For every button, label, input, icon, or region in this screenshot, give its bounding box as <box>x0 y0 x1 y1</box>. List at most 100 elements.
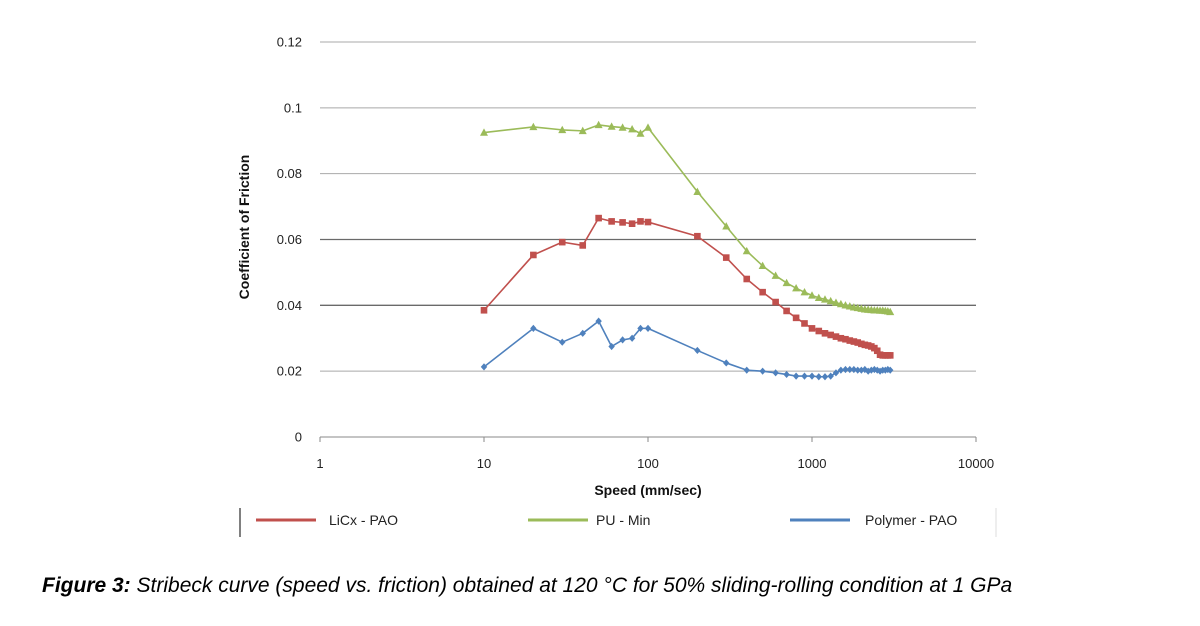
x-tick-label: 10 <box>477 456 491 471</box>
data-point <box>578 126 587 135</box>
data-point <box>594 120 603 129</box>
data-point <box>808 325 816 332</box>
legend-items: LiCx - PAO PU - Min Polymer - PAO <box>256 512 957 528</box>
series-licx-pao <box>480 214 894 359</box>
data-point <box>887 366 894 374</box>
data-point <box>827 331 834 339</box>
data-point <box>814 293 823 301</box>
data-point <box>694 232 701 240</box>
data-point <box>722 222 731 230</box>
axes <box>319 436 977 442</box>
data-point <box>530 324 537 332</box>
y-tick-label: 0.02 <box>277 364 302 379</box>
data-point <box>832 369 840 377</box>
caption-text: Stribeck curve (speed vs. friction) obta… <box>130 574 1013 597</box>
data-point <box>743 275 751 283</box>
data-point <box>619 336 626 344</box>
figure-caption: Figure 3: Stribeck curve (speed vs. fric… <box>42 574 1192 598</box>
data-point <box>743 366 750 374</box>
data-point <box>832 333 840 340</box>
data-point <box>858 340 865 348</box>
x-tick-label: 1 <box>316 456 323 471</box>
legend-label: LiCx - PAO <box>329 512 398 528</box>
legend-label: Polymer - PAO <box>865 512 957 528</box>
data-point <box>480 363 488 371</box>
series-line <box>483 320 892 378</box>
data-point <box>886 307 895 316</box>
data-point <box>637 324 644 332</box>
data-point <box>644 324 652 332</box>
data-point <box>815 327 823 335</box>
y-axis-title: Coefficient of Friction <box>236 155 252 300</box>
data-point <box>836 299 845 308</box>
data-point <box>815 373 822 381</box>
data-point <box>854 339 862 346</box>
x-tick-label: 100 <box>637 456 659 471</box>
data-point <box>771 271 780 279</box>
data-point <box>782 278 791 287</box>
data-point <box>644 218 652 226</box>
data-point <box>826 296 835 305</box>
data-point <box>759 288 766 296</box>
x-tick-label: 10000 <box>958 456 994 471</box>
data-point <box>619 219 626 226</box>
data-point <box>854 366 861 374</box>
y-tick-label: 0.06 <box>277 232 302 247</box>
data-point <box>742 246 751 255</box>
data-point <box>783 370 790 379</box>
data-point <box>808 291 816 299</box>
data-point <box>723 359 730 367</box>
data-point <box>827 372 834 380</box>
data-point <box>579 242 587 249</box>
data-point <box>636 129 645 137</box>
data-point <box>801 372 808 380</box>
data-point <box>693 187 702 195</box>
data-point <box>772 369 779 377</box>
x-tick-labels: 1 10 100 1000 10000 <box>316 456 994 471</box>
data-point <box>758 261 767 270</box>
data-point <box>842 335 849 343</box>
data-point <box>821 373 829 381</box>
series-pu-min <box>480 120 895 316</box>
gridlines <box>320 41 976 372</box>
data-point <box>628 334 636 342</box>
data-point <box>608 218 615 225</box>
x-axis-title: Speed (mm/sec) <box>594 482 701 498</box>
data-point <box>618 123 627 131</box>
data-point <box>876 367 884 375</box>
data-point <box>800 287 809 296</box>
data-point <box>842 365 849 374</box>
data-point <box>792 284 801 292</box>
data-point <box>846 365 853 374</box>
y-tick-label: 0 <box>295 430 302 445</box>
data-point <box>801 320 808 327</box>
data-point <box>637 218 644 225</box>
x-tick-label: 1000 <box>798 456 827 471</box>
data-point <box>846 337 854 344</box>
data-point <box>837 366 845 374</box>
data-point <box>821 330 829 337</box>
data-point <box>783 307 790 315</box>
series-line <box>483 124 892 313</box>
data-point <box>873 347 881 355</box>
legend-label: PU - Min <box>596 512 650 528</box>
data-point <box>861 341 869 349</box>
y-tick-label: 0.04 <box>277 298 302 313</box>
legend: LiCx - PAO PU - Min Polymer - PAO <box>239 508 997 537</box>
data-point <box>558 125 567 134</box>
data-point <box>595 317 602 325</box>
data-point <box>559 338 566 346</box>
data-point <box>607 122 616 130</box>
data-point <box>579 329 586 337</box>
data-point <box>858 366 865 374</box>
data-point <box>850 338 858 345</box>
data-point <box>480 128 488 136</box>
data-point <box>644 123 652 131</box>
data-point <box>808 372 816 380</box>
data-point <box>759 367 766 375</box>
series-polymer-pao <box>480 317 894 381</box>
data-point <box>820 295 829 303</box>
data-point <box>558 238 566 246</box>
data-point <box>792 314 800 322</box>
